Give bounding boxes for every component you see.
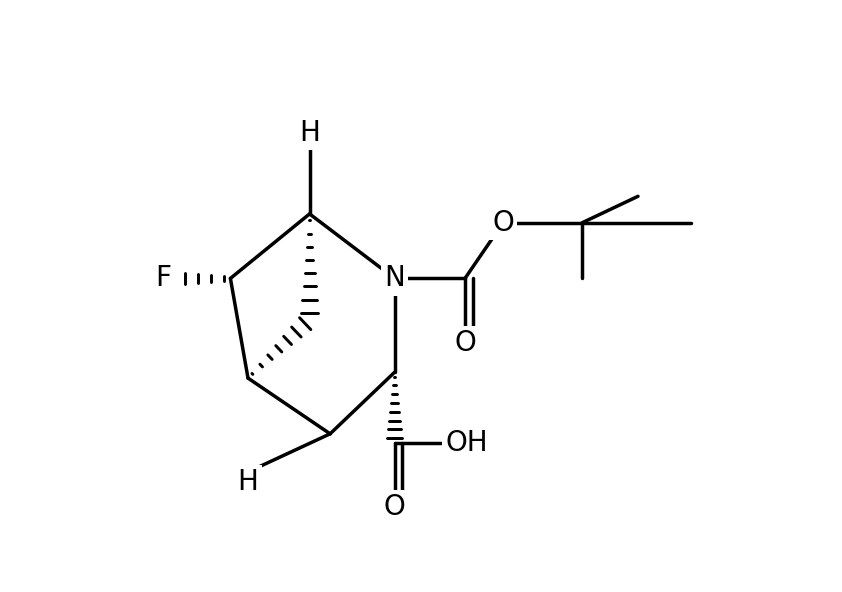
Text: O: O bbox=[384, 493, 406, 521]
Text: OH: OH bbox=[445, 429, 488, 456]
Text: O: O bbox=[493, 209, 514, 237]
Text: H: H bbox=[237, 468, 258, 497]
Text: N: N bbox=[384, 265, 405, 292]
Text: F: F bbox=[155, 265, 171, 292]
Text: O: O bbox=[454, 329, 476, 357]
Text: H: H bbox=[299, 119, 320, 147]
